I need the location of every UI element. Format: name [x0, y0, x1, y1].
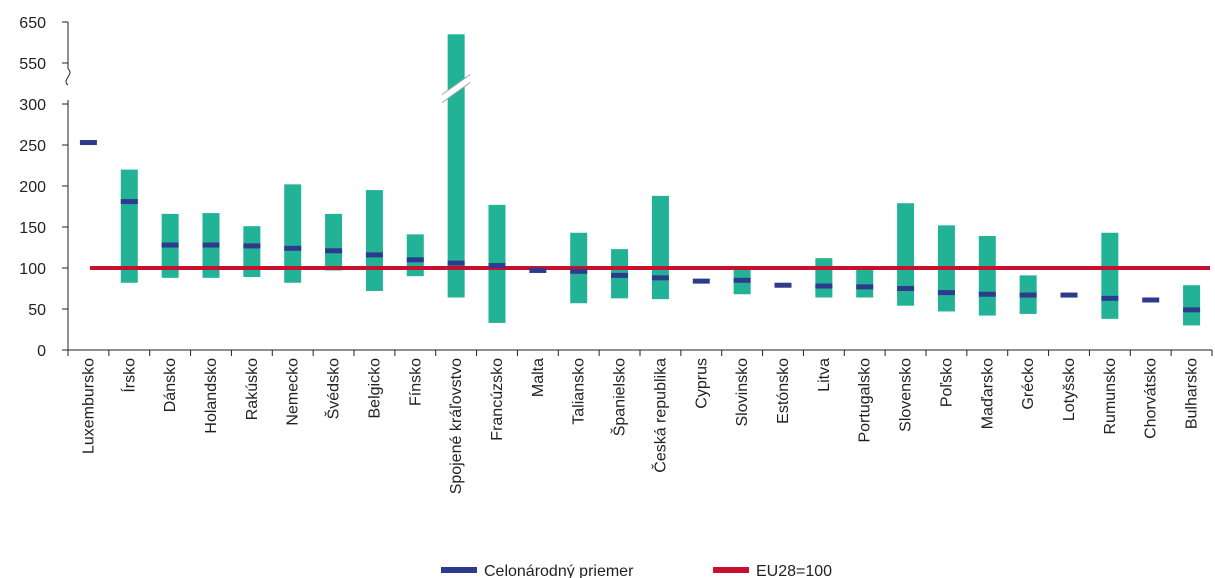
category-label: Česká republika: [650, 358, 669, 473]
range-bar: [1101, 232, 1119, 319]
category-label: Grécko: [1020, 358, 1037, 410]
y-tick-label: 0: [37, 343, 46, 360]
range-bar: [120, 169, 138, 283]
category-label: Írsko: [119, 358, 138, 393]
national-average-marker: [284, 245, 302, 251]
category-label: Slovensko: [898, 358, 915, 432]
category-label: Holandsko: [203, 358, 220, 434]
range-bar: [1183, 285, 1201, 326]
range-bar: [978, 236, 996, 316]
y-tick-label: 200: [19, 179, 46, 196]
category-label: Rumunsko: [1102, 358, 1119, 435]
category-label: Španielsko: [610, 358, 629, 436]
category-label: Fínsko: [407, 358, 424, 406]
national-average-marker: [406, 257, 424, 263]
y-tick-label: 100: [19, 261, 46, 278]
national-average-marker: [1142, 297, 1160, 303]
y-tick-labels: 0 50 100 150 200 250 300 550 650: [19, 15, 46, 360]
national-average-marker: [529, 267, 547, 273]
national-average-marker: [733, 277, 751, 283]
national-average-marker: [161, 242, 179, 248]
national-average-marker: [447, 260, 465, 266]
national-average-marker: [325, 248, 343, 254]
national-average-marker: [1019, 292, 1037, 298]
national-average-marker: [202, 242, 220, 248]
y-tick-label: 150: [19, 220, 46, 237]
national-average-marker: [611, 272, 629, 278]
range-bar: [243, 226, 261, 278]
category-label: Taliansko: [571, 358, 588, 425]
category-label: Cyprus: [693, 358, 710, 409]
range-bar: [856, 267, 874, 298]
category-label: Rakúsko: [244, 358, 261, 420]
category-label: Malta: [530, 358, 547, 397]
category-label: Maďarsko: [979, 358, 996, 429]
legend-label-eu-reference: EU28=100: [756, 563, 832, 578]
range-bars: [120, 34, 1201, 326]
category-label: Luxembursko: [80, 358, 97, 454]
legend-label-national-average: Celonárodný priemer: [484, 563, 634, 578]
legend: Celonárodný priemer EU28=100: [441, 563, 832, 578]
national-average-marker: [897, 286, 915, 291]
category-label: Spojené kráľovstvo: [448, 358, 465, 494]
national-average-marker: [815, 283, 833, 289]
national-average-marker: [79, 140, 97, 146]
category-label: Dánsko: [162, 358, 179, 412]
national-average-marker: [774, 282, 792, 288]
axis-break-line: [441, 74, 471, 95]
category-label: Chorvátsko: [1143, 358, 1160, 439]
category-label: Estónsko: [775, 358, 792, 424]
category-label: Belgicko: [366, 358, 383, 419]
national-average-marker: [937, 290, 955, 296]
national-average-marker: [978, 291, 996, 297]
range-bar: [284, 184, 302, 283]
category-label: Poľsko: [938, 358, 955, 407]
range-bar: [447, 34, 465, 298]
national-average-marker: [120, 199, 138, 205]
axes: [62, 21, 1213, 356]
average-markers: [79, 140, 1201, 313]
national-average-marker: [1101, 295, 1119, 301]
category-label: Francúzsko: [489, 358, 506, 441]
range-bar: [325, 213, 343, 271]
national-average-marker: [1183, 307, 1201, 313]
y-tick-label: 250: [19, 138, 46, 155]
category-label: Bulharsko: [1184, 358, 1201, 429]
category-label: Nemecko: [285, 358, 302, 426]
category-label: Slovinsko: [734, 358, 751, 427]
axis-break-line: [441, 82, 471, 103]
y-tick-label: 50: [28, 302, 46, 319]
national-average-marker: [692, 278, 710, 284]
category-label: Portugalsko: [857, 358, 874, 443]
range-bar: [406, 234, 424, 277]
national-average-marker: [651, 275, 669, 281]
range-bar: [651, 195, 669, 300]
y-tick-label: 650: [19, 15, 46, 32]
category-label: Litva: [816, 358, 833, 392]
y-tick-label: 300: [19, 97, 46, 114]
national-average-marker: [570, 268, 588, 274]
range-bar: [365, 190, 383, 291]
national-average-marker: [488, 263, 506, 269]
range-bar: [815, 258, 833, 298]
range-bar: [897, 203, 915, 306]
y-axis-break: [65, 68, 71, 86]
y-tick-label: 550: [19, 56, 46, 73]
category-label: Lotyšsko: [1061, 358, 1078, 421]
national-average-marker: [243, 243, 261, 249]
axis-break-mark: [442, 74, 471, 103]
category-label: Švédsko: [324, 358, 343, 419]
national-average-marker: [365, 252, 383, 258]
national-average-marker: [856, 284, 874, 290]
national-average-marker: [1060, 292, 1078, 298]
x-category-labels: Luxembursko Írsko Dánsko Holandsko Rakúsko Ne…: [80, 358, 1200, 494]
